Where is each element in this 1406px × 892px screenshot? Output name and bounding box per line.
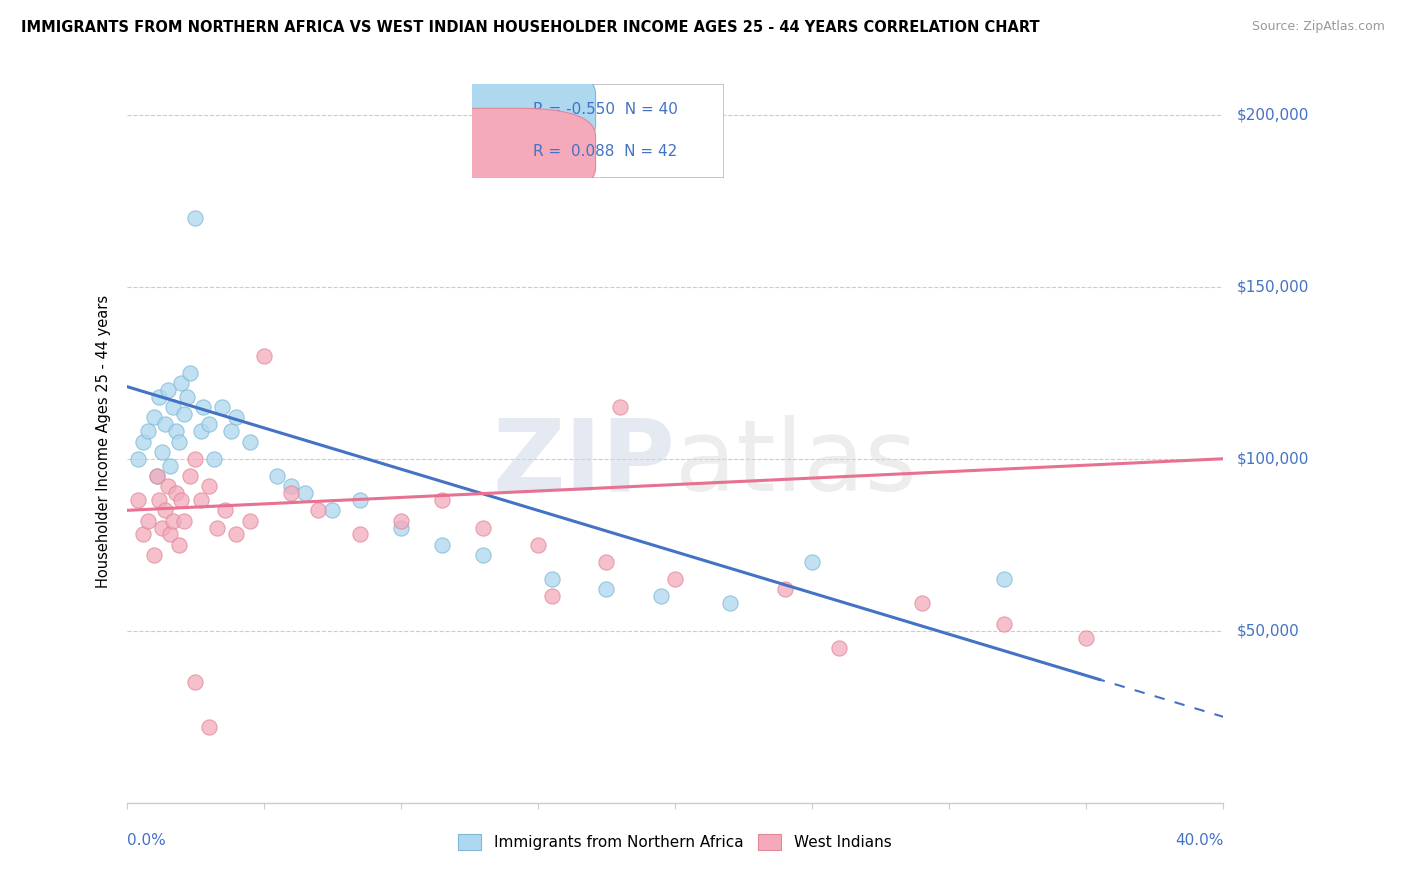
Point [143,548,166,562]
Point [472,520,495,534]
Point [165,424,187,438]
Point [214,503,236,517]
Point [773,582,796,597]
Point [993,572,1015,586]
Text: Source: ZipAtlas.com: Source: ZipAtlas.com [1251,20,1385,33]
Text: atlas: atlas [675,415,917,512]
Point [170,493,193,508]
Point [225,410,247,425]
Point [828,640,851,655]
Point [148,390,170,404]
Point [253,349,276,363]
Point [1076,631,1098,645]
Point [349,493,371,508]
Point [159,458,181,473]
Point [193,400,215,414]
Point [138,514,160,528]
Point [595,555,617,569]
Text: 40.0%: 40.0% [1175,833,1223,848]
Point [179,469,201,483]
Point [540,572,562,586]
Point [173,407,195,421]
Point [911,596,934,610]
Text: IMMIGRANTS FROM NORTHERN AFRICA VS WEST INDIAN HOUSEHOLDER INCOME AGES 25 - 44 Y: IMMIGRANTS FROM NORTHERN AFRICA VS WEST … [21,20,1039,35]
Point [205,520,228,534]
Point [167,538,190,552]
Point [294,486,316,500]
Point [430,493,453,508]
Point [472,548,495,562]
Point [156,383,179,397]
Point [280,479,302,493]
Point [176,390,198,404]
Point [197,417,219,432]
Text: $50,000: $50,000 [1237,624,1301,639]
Point [145,469,167,483]
Point [321,503,343,517]
Point [197,720,219,734]
Text: 0.0%: 0.0% [127,833,166,848]
Point [127,493,149,508]
Point [308,503,330,517]
Point [239,514,262,528]
Point [650,590,672,604]
Point [132,434,155,449]
Point [162,400,184,414]
Point [430,538,453,552]
Point [718,596,741,610]
Legend: Immigrants from Northern Africa, West Indians: Immigrants from Northern Africa, West In… [453,829,897,856]
Point [801,555,824,569]
Point [211,400,233,414]
Point [184,211,207,225]
Text: ZIP: ZIP [492,415,675,512]
Point [150,520,173,534]
Point [170,376,193,390]
Point [664,572,686,586]
Point [167,434,190,449]
Point [266,469,288,483]
Point [280,486,302,500]
Point [595,582,617,597]
Point [190,424,212,438]
Point [132,527,155,541]
Point [184,675,207,690]
Point [389,514,412,528]
Point [239,434,262,449]
Y-axis label: Householder Income Ages 25 - 44 years: Householder Income Ages 25 - 44 years [96,295,111,588]
Point [162,514,184,528]
Point [389,520,412,534]
Point [225,527,247,541]
Point [127,451,149,466]
Point [143,410,166,425]
Point [202,451,225,466]
Text: $100,000: $100,000 [1237,451,1309,467]
Point [138,424,160,438]
Text: $150,000: $150,000 [1237,279,1309,294]
Point [159,527,181,541]
Point [540,590,562,604]
Point [184,451,207,466]
Point [197,479,219,493]
Point [179,366,201,380]
Point [190,493,212,508]
Point [993,616,1015,631]
Point [156,479,179,493]
Text: $200,000: $200,000 [1237,107,1309,122]
Point [219,424,242,438]
Point [153,417,176,432]
Point [609,400,631,414]
Point [150,445,173,459]
Point [349,527,371,541]
Point [165,486,187,500]
Point [148,493,170,508]
Point [173,514,195,528]
Point [527,538,550,552]
Point [153,503,176,517]
Point [145,469,167,483]
